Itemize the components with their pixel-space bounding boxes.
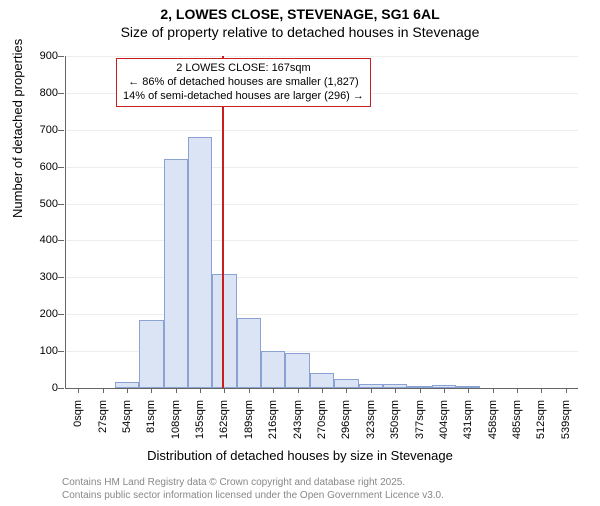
x-tick [151,388,152,393]
bar [164,159,188,388]
bar [212,274,236,388]
x-tick [541,388,542,393]
grid-line [66,167,578,168]
y-tick [58,167,64,168]
grid-line [66,56,578,57]
x-tick [200,388,201,393]
page-title: 2, LOWES CLOSE, STEVENAGE, SG1 6AL [0,6,600,22]
grid-line [66,314,578,315]
x-tick [249,388,250,393]
bar [456,386,480,388]
x-tick [371,388,372,393]
y-tick-label: 100 [18,345,58,357]
x-tick [103,388,104,393]
annotation-box: 2 LOWES CLOSE: 167sqm← 86% of detached h… [116,58,371,107]
footer-line-1: Contains HM Land Registry data © Crown c… [62,477,444,490]
y-tick [58,56,64,57]
x-tick [420,388,421,393]
y-tick-label: 300 [18,271,58,283]
y-tick-label: 200 [18,308,58,320]
footer-line-2: Contains public sector information licen… [62,490,444,503]
x-tick [395,388,396,393]
page-subtitle: Size of property relative to detached ho… [0,24,600,40]
chart-container: Number of detached properties 0100200300… [0,48,600,466]
x-tick [517,388,518,393]
bar [115,382,139,388]
grid-line [66,130,578,131]
annotation-line: 14% of semi-detached houses are larger (… [123,90,364,104]
grid-line [66,204,578,205]
bar [383,384,407,388]
x-tick [566,388,567,393]
bar [285,353,309,388]
y-tick [58,351,64,352]
x-axis-title: Distribution of detached houses by size … [0,448,600,463]
annotation-line: 2 LOWES CLOSE: 167sqm [123,62,364,76]
annotation-line: ← 86% of detached houses are smaller (1,… [123,76,364,90]
x-tick [298,388,299,393]
x-tick [346,388,347,393]
x-tick [176,388,177,393]
y-tick [58,204,64,205]
y-tick [58,240,64,241]
y-tick [58,314,64,315]
y-tick-label: 400 [18,234,58,246]
x-tick [493,388,494,393]
bar [359,384,383,388]
y-tick [58,93,64,94]
y-tick-label: 0 [18,382,58,394]
y-tick [58,388,64,389]
y-tick-label: 900 [18,50,58,62]
y-tick-label: 600 [18,161,58,173]
x-tick [322,388,323,393]
y-tick-label: 800 [18,87,58,99]
x-tick [127,388,128,393]
footer: Contains HM Land Registry data © Crown c… [62,477,444,502]
bar [334,379,358,388]
plot-area: 01002003004005006007008009000sqm27sqm54s… [65,56,578,389]
bar [432,385,456,388]
y-tick-label: 500 [18,198,58,210]
x-tick [468,388,469,393]
x-tick [78,388,79,393]
x-tick [224,388,225,393]
y-tick [58,277,64,278]
bar [310,373,334,388]
bar [188,137,212,388]
grid-line [66,277,578,278]
bar [261,351,285,388]
x-tick [273,388,274,393]
grid-line [66,240,578,241]
bar [407,386,431,388]
bar [139,320,163,388]
bar [237,318,261,388]
x-tick [444,388,445,393]
y-tick-label: 700 [18,124,58,136]
y-tick [58,130,64,131]
